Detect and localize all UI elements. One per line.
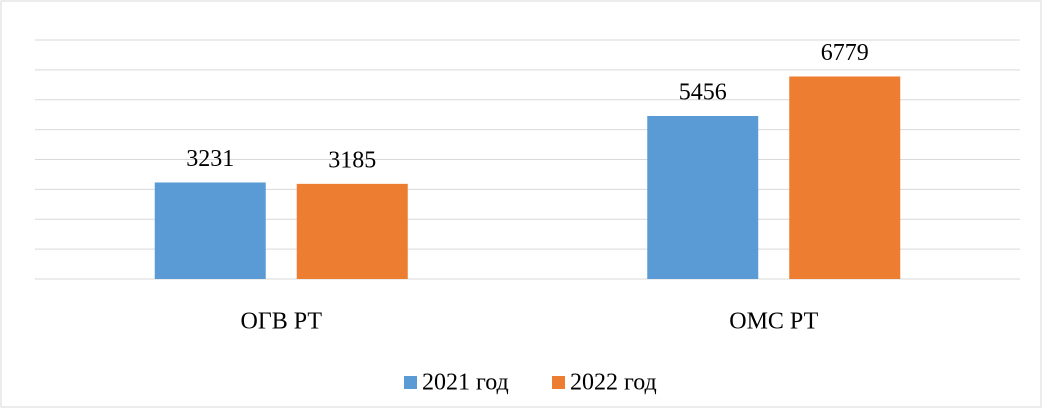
data-label: 3185 — [328, 147, 376, 173]
legend-swatch — [552, 376, 565, 389]
data-label: 5456 — [679, 80, 727, 106]
data-label: 6779 — [821, 40, 869, 66]
x-tick-label: ОМС РТ — [729, 309, 818, 335]
legend-swatch — [404, 376, 417, 389]
bar — [647, 116, 759, 279]
legend-label: 2022 год — [570, 370, 657, 396]
x-tick-label: ОГВ РТ — [240, 309, 322, 335]
bar — [296, 183, 408, 279]
bar — [789, 76, 901, 279]
legend-label: 2021 год — [422, 370, 509, 396]
bar — [154, 182, 266, 279]
data-label: 3231 — [186, 146, 234, 172]
